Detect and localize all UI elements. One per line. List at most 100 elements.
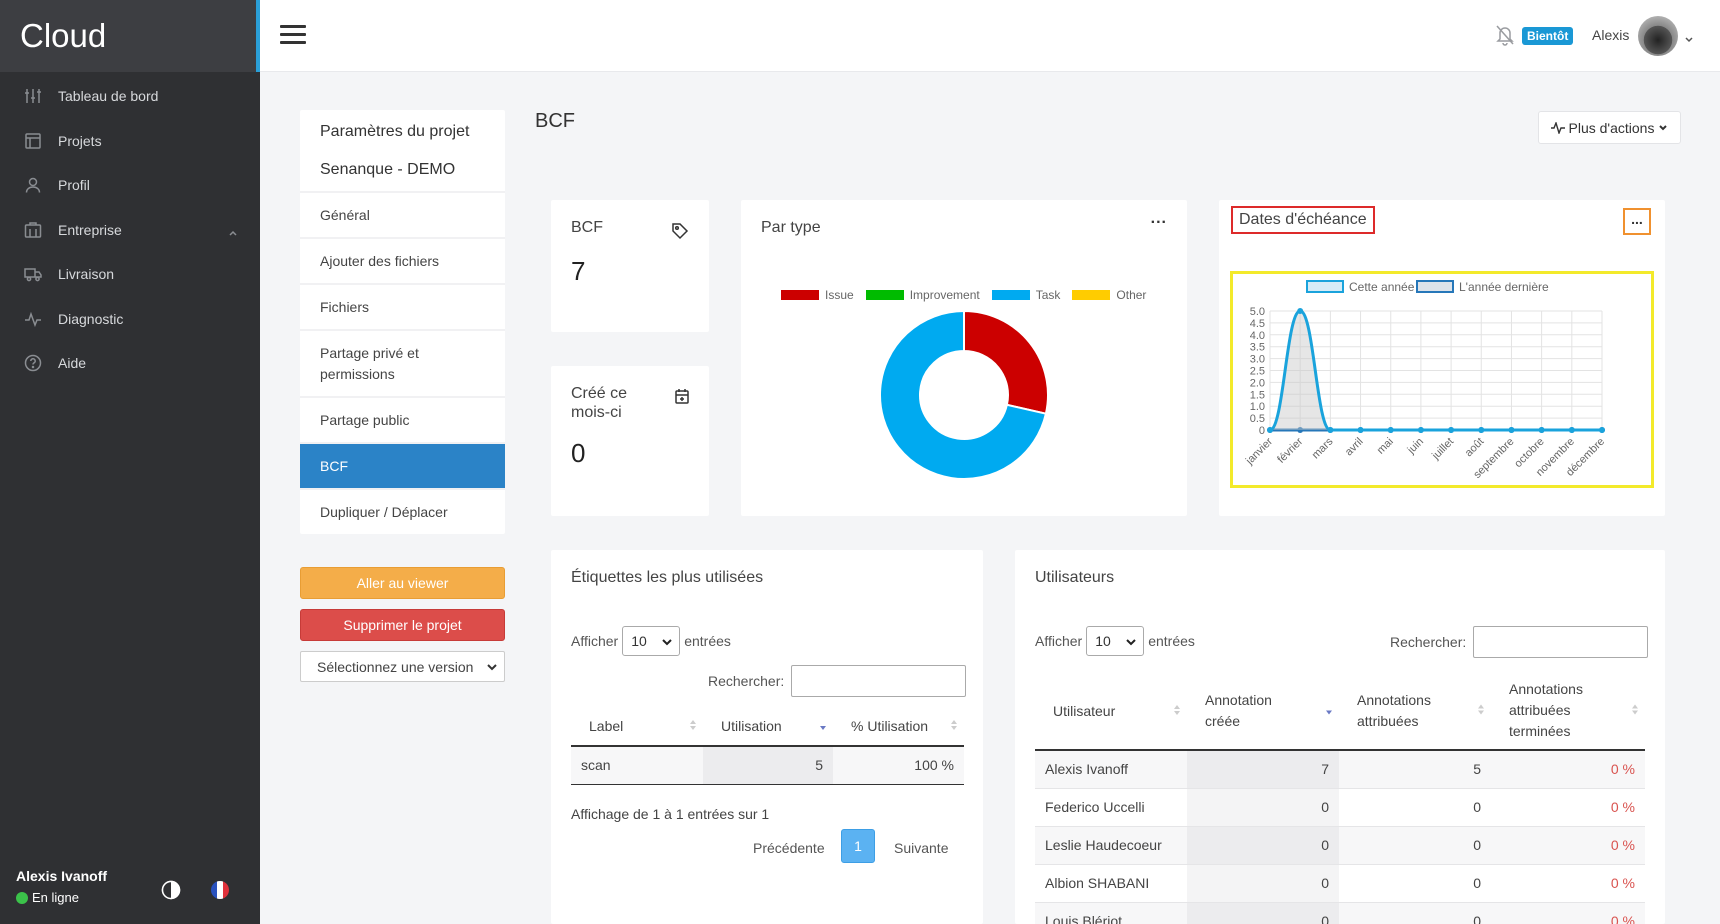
- chevron-down-icon: [1125, 635, 1137, 651]
- x-tick-label: avril: [1343, 436, 1366, 459]
- col-label[interactable]: Label: [571, 706, 703, 746]
- legend-item-task[interactable]: Task: [991, 288, 1060, 302]
- due-dates-chart-frame: [1230, 271, 1654, 488]
- cell-completed: 0 %: [1610, 875, 1635, 891]
- sidebar-item-projects[interactable]: Projets: [0, 119, 260, 164]
- data-point-last-year[interactable]: [1297, 427, 1304, 433]
- settings-item-add-files[interactable]: Ajouter des fichiers: [300, 237, 505, 283]
- cell-user: Leslie Haudecoeur: [1045, 837, 1162, 853]
- more-options-icon[interactable]: ...: [1623, 208, 1651, 235]
- cell-user: Federico Uccelli: [1045, 799, 1145, 815]
- page-title: BCF: [535, 110, 575, 132]
- sliders-icon: [24, 87, 42, 105]
- sidebar-item-diagnostic[interactable]: Diagnostic: [0, 297, 260, 342]
- col-user[interactable]: Utilisateur: [1035, 672, 1187, 750]
- search-input[interactable]: [791, 665, 967, 697]
- created-label: Créé ce mois-ci: [571, 384, 627, 422]
- data-point-this-year[interactable]: [1538, 427, 1545, 433]
- sidebar-item-profile[interactable]: Profil: [0, 163, 260, 208]
- col-assigned[interactable]: Annotations attribuées: [1339, 672, 1491, 750]
- sidebar-item-company[interactable]: Entreprise: [0, 208, 260, 253]
- open-viewer-button[interactable]: Aller au viewer: [300, 567, 505, 599]
- data-point-this-year[interactable]: [1417, 427, 1424, 433]
- chevron-down-icon: [486, 660, 498, 676]
- data-point-this-year[interactable]: [1387, 427, 1394, 433]
- chevron-down-icon[interactable]: [1684, 31, 1694, 49]
- data-point-this-year[interactable]: [1357, 427, 1364, 433]
- settings-item-general[interactable]: Général: [300, 191, 505, 237]
- y-tick-label: 2.0: [1250, 377, 1265, 389]
- chevron-down-icon: [1659, 124, 1668, 130]
- legend-item-improvement[interactable]: Improvement: [865, 288, 980, 302]
- entries-select[interactable]: 10: [622, 626, 681, 656]
- donut-slice-issue[interactable]: [963, 309, 1049, 415]
- users-card: Utilisateurs Afficher 10 entrées Recherc…: [1015, 550, 1665, 924]
- version-select[interactable]: Sélectionnez une version: [300, 651, 505, 682]
- x-tick-label: juillet: [1429, 436, 1456, 463]
- par-type-card: Par type ... Issue Improvement Task Othe…: [741, 200, 1187, 516]
- legend-swatch[interactable]: [1306, 280, 1344, 293]
- tags-title: Étiquettes les plus utilisées: [571, 569, 764, 586]
- brand-logo[interactable]: Cloud: [0, 0, 260, 72]
- contrast-toggle-icon[interactable]: [161, 880, 181, 905]
- pagination-page-1[interactable]: 1: [841, 829, 875, 863]
- legend-item-other[interactable]: Other: [1072, 288, 1146, 302]
- bcf-count-card: BCF 7: [551, 200, 709, 332]
- col-created[interactable]: Annotation créée: [1187, 672, 1339, 750]
- cell-created: 7: [1187, 750, 1339, 788]
- french-flag-icon[interactable]: [210, 880, 230, 905]
- avatar[interactable]: [1638, 16, 1678, 56]
- sidebar-item-help[interactable]: Aide: [0, 341, 260, 386]
- bcf-count-label: BCF: [571, 219, 603, 236]
- sidebar-item-label: Projets: [58, 132, 102, 149]
- entries-label: entrées: [684, 633, 731, 649]
- created-this-month-card: Créé ce mois-ci 0: [551, 366, 709, 516]
- cell-user: Alexis Ivanoff: [1045, 761, 1129, 778]
- entries-select[interactable]: 10: [1086, 626, 1145, 656]
- data-point-this-year[interactable]: [1267, 427, 1273, 433]
- donut-legend: Issue Improvement Task Other: [781, 288, 1158, 302]
- settings-item-private-sharing[interactable]: Partage privé et permissions: [300, 329, 505, 396]
- pagination-next[interactable]: Suivante: [894, 840, 949, 856]
- bell-off-icon[interactable]: [1495, 24, 1515, 51]
- data-point-this-year[interactable]: [1448, 427, 1455, 433]
- data-point-this-year[interactable]: [1297, 308, 1304, 314]
- delete-project-button[interactable]: Supprimer le projet: [300, 609, 505, 641]
- line-legend: Cette année L'année dernière: [1306, 280, 1549, 294]
- y-tick-label: 1.5: [1250, 389, 1265, 401]
- col-usage-percent[interactable]: % Utilisation: [833, 706, 964, 746]
- project-name: Senanque - DEMO: [320, 161, 456, 178]
- col-usage[interactable]: Utilisation: [703, 706, 833, 746]
- settings-item-files[interactable]: Fichiers: [300, 283, 505, 329]
- data-point-this-year[interactable]: [1478, 427, 1485, 433]
- col-completed[interactable]: Annotations attribuées terminées: [1491, 672, 1645, 750]
- data-point-this-year[interactable]: [1327, 427, 1334, 433]
- y-tick-label: 3.0: [1250, 354, 1265, 366]
- top-user-name[interactable]: Alexis: [1592, 27, 1630, 43]
- search-input[interactable]: [1473, 626, 1649, 658]
- search-label: Rechercher:: [708, 673, 785, 689]
- sidebar-item-dashboard[interactable]: Tableau de bord: [0, 74, 260, 119]
- data-point-this-year[interactable]: [1508, 427, 1515, 433]
- data-point-this-year[interactable]: [1599, 427, 1605, 433]
- y-tick-label: 0.5: [1250, 413, 1265, 425]
- more-actions-button[interactable]: Plus d'actions: [1538, 111, 1681, 144]
- menu-toggle-icon[interactable]: [280, 25, 306, 45]
- sidebar-item-delivery[interactable]: Livraison: [0, 252, 260, 297]
- more-options-icon[interactable]: ...: [1150, 210, 1167, 227]
- legend-item-issue[interactable]: Issue: [781, 288, 854, 302]
- data-point-this-year[interactable]: [1568, 427, 1575, 433]
- tags-card: Étiquettes les plus utilisées Afficher 1…: [551, 550, 983, 924]
- y-tick-label: 2.5: [1250, 366, 1265, 378]
- tags-table: Label Utilisation % Utilisation scan 5 1…: [571, 706, 964, 785]
- pagination-prev[interactable]: Précédente: [753, 840, 825, 856]
- y-tick-label: 5.0: [1250, 306, 1265, 318]
- entries-value: 10: [1095, 633, 1111, 649]
- window-icon: [24, 132, 42, 150]
- donut-slice-task[interactable]: [879, 309, 1048, 480]
- settings-item-duplicate-move[interactable]: Dupliquer / Déplacer: [300, 488, 505, 534]
- settings-item-bcf[interactable]: BCF: [300, 442, 505, 488]
- sidebar-item-label: Aide: [58, 355, 87, 372]
- settings-item-public-sharing[interactable]: Partage public: [300, 396, 505, 442]
- legend-swatch[interactable]: [1416, 280, 1454, 293]
